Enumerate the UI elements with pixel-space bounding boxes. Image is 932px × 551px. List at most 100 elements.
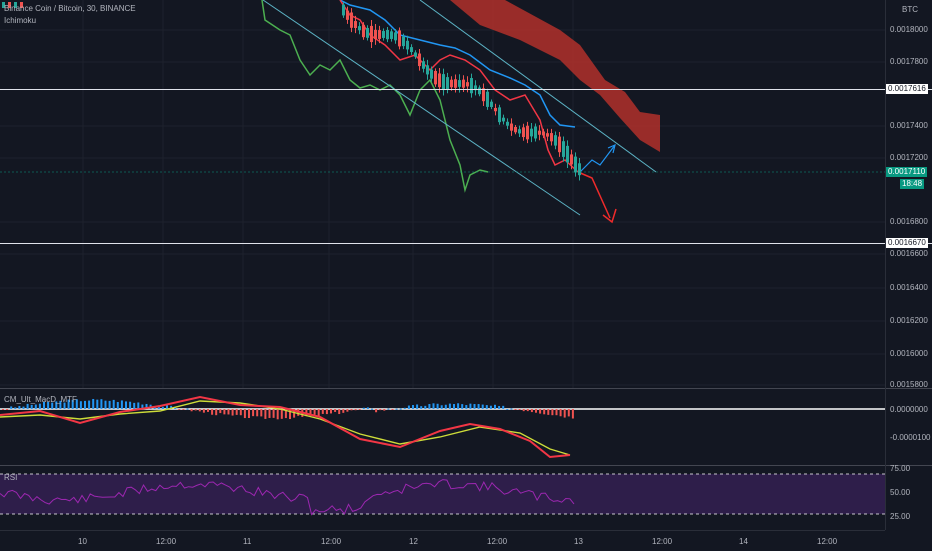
macd-legend[interactable]: CM_Ult_MacD_MTF — [4, 395, 77, 404]
macd-histogram-bar — [473, 404, 476, 409]
macd-histogram-bar — [559, 409, 562, 417]
time-tick: 13 — [574, 537, 583, 546]
candle — [510, 123, 513, 131]
pane-divider[interactable] — [0, 465, 932, 466]
candle — [518, 129, 521, 134]
macd-histogram-bar — [571, 409, 574, 419]
rsi-pane[interactable]: RSI — [0, 466, 885, 530]
projection-arrow-up — [579, 144, 616, 173]
macd-histogram-bar — [161, 406, 164, 409]
time-tick: 10 — [78, 537, 87, 546]
macd-histogram-bar — [321, 409, 324, 414]
macd-histogram-bar — [293, 409, 296, 418]
macd-histogram-bar — [268, 409, 271, 418]
channel-line-upper — [419, 0, 657, 173]
candle — [550, 133, 553, 142]
price-chart-canvas[interactable] — [0, 0, 885, 388]
horizontal-line-lower[interactable] — [0, 243, 932, 244]
candle — [570, 154, 573, 165]
symbol-legend[interactable]: Binance Coin / Bitcoin, 30, BINANCE — [4, 4, 136, 13]
candle — [566, 145, 569, 163]
macd-histogram-bar — [30, 404, 33, 409]
price-tick: 0.0015800 — [890, 380, 928, 389]
macd-pane[interactable]: CM_Ult_MacD_MTF — [0, 389, 885, 465]
rsi-tick: 50.00 — [890, 488, 911, 497]
macd-histogram-bar — [174, 407, 177, 409]
candle — [454, 79, 457, 88]
macd-histogram-bar — [137, 402, 140, 409]
macd-histogram-bar — [453, 404, 455, 409]
price-tick: 0.0016600 — [890, 249, 928, 258]
rsi-legend[interactable]: RSI — [4, 473, 18, 482]
macd-histogram-bar — [543, 409, 546, 415]
macd-histogram-bar — [399, 408, 402, 410]
macd-histogram-bar — [362, 407, 365, 409]
candle — [342, 4, 345, 16]
macd-histogram-bar — [387, 408, 390, 410]
macd-histogram-bar — [530, 409, 533, 413]
candle — [442, 74, 445, 91]
macd-histogram-bar — [51, 402, 54, 409]
macd-histogram-bar — [88, 400, 91, 409]
macd-histogram-bar — [477, 404, 480, 409]
macd-histogram-bar — [416, 404, 419, 409]
macd-histogram-bar — [325, 409, 328, 415]
macd-histogram-bar — [243, 409, 246, 419]
macd-histogram-bar — [276, 409, 279, 420]
macd-histogram-bar — [10, 406, 13, 409]
time-axis[interactable]: 10 12:00 11 12:00 12 12:00 13 12:00 14 1… — [0, 530, 885, 551]
macd-histogram-bar — [26, 403, 29, 409]
macd-canvas[interactable] — [0, 389, 885, 465]
price-scale[interactable]: BTC 0.0018000 0.0017800 0.0017400 0.0017… — [885, 0, 932, 530]
macd-tick: 0.0000000 — [890, 405, 928, 414]
macd-histogram-bar — [346, 409, 349, 412]
macd-histogram-bar — [334, 409, 337, 412]
macd-histogram-bar — [350, 409, 353, 411]
candle — [386, 29, 389, 40]
pane-divider[interactable] — [0, 388, 932, 389]
macd-histogram-bar — [43, 401, 45, 409]
time-tick: 14 — [739, 537, 748, 546]
time-tick: 12:00 — [652, 537, 673, 546]
last-price-tag: 0.0017110 — [886, 167, 928, 177]
ichimoku-legend[interactable]: Ichimoku — [4, 16, 37, 25]
macd-histogram-bar — [145, 403, 148, 409]
candle — [406, 40, 409, 50]
macd-histogram-bar — [280, 409, 283, 419]
macd-histogram-bar — [18, 405, 21, 409]
candle — [490, 101, 493, 108]
rsi-canvas[interactable] — [0, 466, 885, 530]
macd-histogram-bar — [428, 404, 431, 409]
macd-histogram-bar — [440, 405, 443, 409]
macd-histogram-bar — [194, 409, 197, 411]
hline-price-tag-upper: 0.0017616 — [886, 84, 928, 94]
macd-histogram-bar — [129, 401, 132, 409]
macd-tick: -0.0000100 — [890, 433, 931, 442]
time-tick: 12 — [409, 537, 418, 546]
macd-histogram-bar — [182, 409, 185, 410]
macd-histogram-bar — [481, 404, 484, 409]
rsi-band — [0, 474, 885, 514]
macd-histogram-bar — [38, 403, 41, 409]
macd-histogram-bar — [444, 404, 447, 409]
macd-histogram-bar — [338, 409, 341, 415]
macd-histogram-bar — [518, 409, 521, 410]
macd-histogram-bar — [14, 407, 17, 409]
macd-histogram-bar — [47, 401, 50, 409]
macd-histogram-bar — [563, 409, 566, 418]
candle — [526, 125, 529, 140]
macd-histogram-bar — [112, 399, 115, 409]
price-tick: 0.0017800 — [890, 57, 928, 66]
macd-histogram-bar — [34, 404, 37, 409]
horizontal-line-upper[interactable] — [0, 89, 932, 90]
price-tick: 0.0017200 — [890, 153, 928, 162]
candle — [8, 2, 11, 8]
macd-histogram-bar — [526, 409, 529, 412]
macd-histogram-bar — [104, 400, 107, 409]
macd-histogram-bar — [457, 403, 460, 409]
time-tick: 12:00 — [321, 537, 342, 546]
macd-histogram-bar — [494, 404, 496, 409]
price-chart-pane[interactable]: Binance Coin / Bitcoin, 30, BINANCE Ichi… — [0, 0, 885, 388]
candle — [482, 88, 485, 102]
price-tick: 0.0016200 — [890, 316, 928, 325]
